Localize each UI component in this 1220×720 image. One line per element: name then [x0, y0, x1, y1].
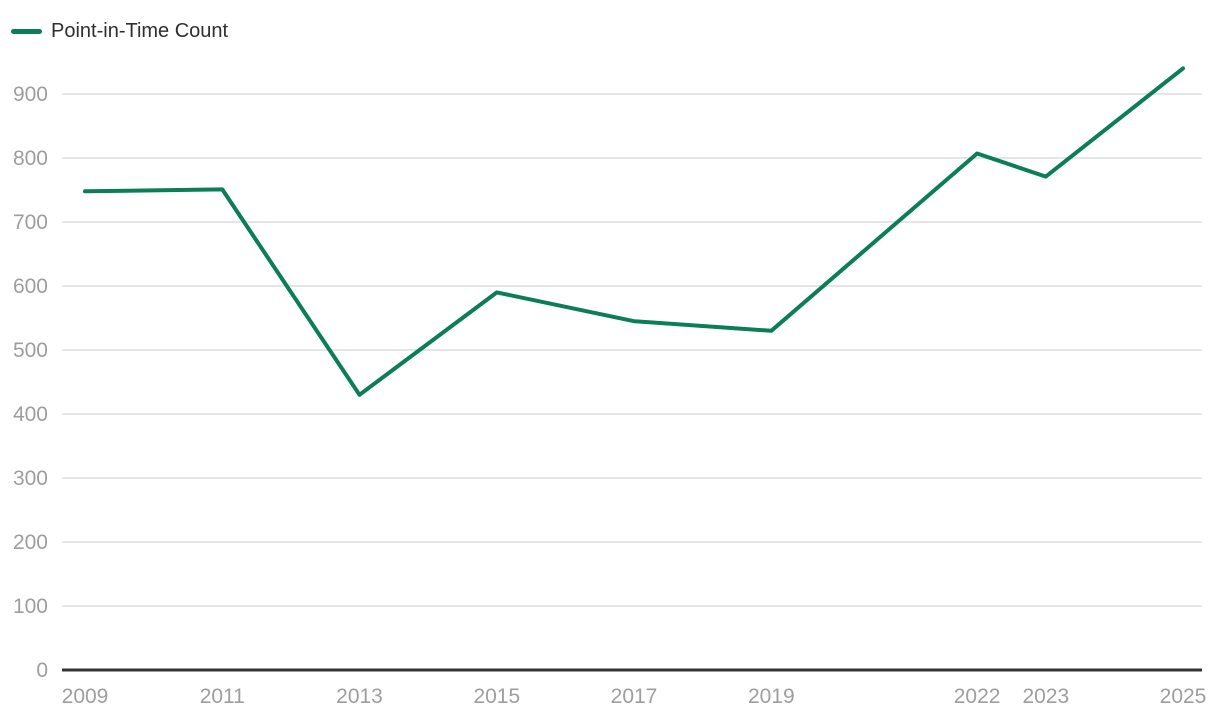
y-tick-label-700: 700: [13, 211, 48, 234]
x-tick-label-2023: 2023: [1022, 685, 1069, 708]
x-tick-label-2025: 2025: [1160, 685, 1207, 708]
y-tick-label-600: 600: [13, 275, 48, 298]
y-tick-label-0: 0: [36, 659, 48, 682]
x-tick-label-2009: 2009: [62, 685, 109, 708]
y-tick-label-200: 200: [13, 531, 48, 554]
y-tick-label-500: 500: [13, 339, 48, 362]
x-tick-label-2011: 2011: [200, 685, 245, 708]
x-tick-label-2015: 2015: [473, 685, 520, 708]
y-tick-label-100: 100: [13, 595, 48, 618]
x-tick-label-2017: 2017: [611, 685, 658, 708]
x-tick-label-2019: 2019: [748, 685, 795, 708]
y-tick-label-900: 900: [13, 83, 48, 106]
series-line-point-in-time-count: [83, 66, 1185, 397]
legend: Point-in-Time Count: [11, 20, 228, 42]
y-tick-label-800: 800: [13, 147, 48, 170]
x-tick-label-2013: 2013: [336, 685, 383, 708]
legend-line-swatch: [11, 28, 42, 34]
y-tick-label-300: 300: [13, 467, 48, 490]
y-tick-label-400: 400: [13, 403, 48, 426]
legend-label: Point-in-Time Count: [51, 20, 229, 42]
x-tick-label-2022: 2022: [954, 685, 1001, 708]
